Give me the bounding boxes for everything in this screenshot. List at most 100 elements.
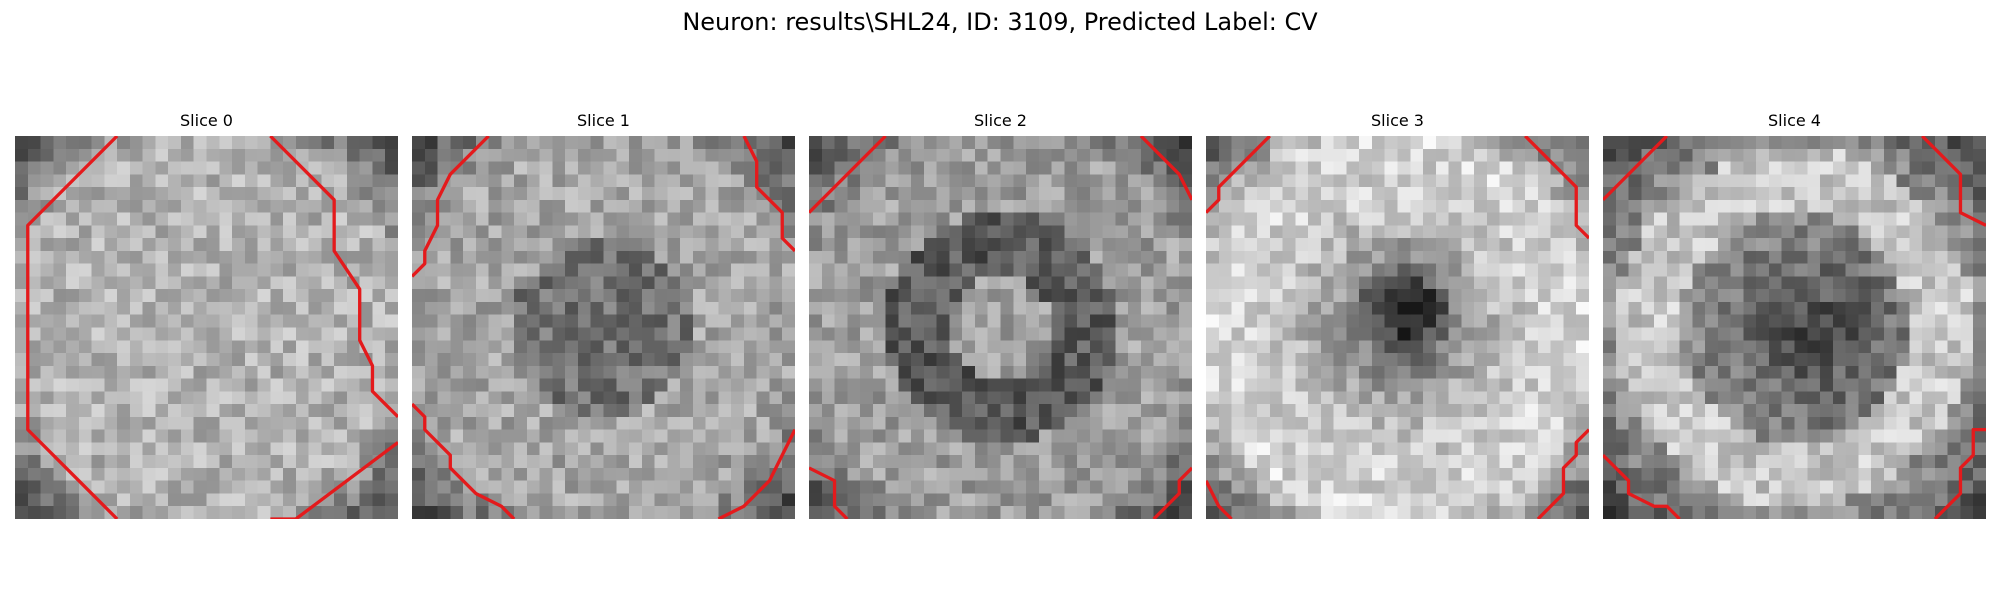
pixel (1166, 136, 1180, 150)
pixel (180, 174, 194, 188)
pixel (283, 289, 297, 303)
pixel (1896, 404, 1910, 418)
pixel (104, 340, 118, 354)
pixel (1089, 467, 1103, 481)
pixel (334, 314, 348, 328)
pixel (40, 353, 54, 367)
pixel (501, 199, 515, 213)
pixel (692, 442, 706, 456)
pixel (104, 187, 118, 201)
pixel (1269, 493, 1283, 507)
pixel (1666, 455, 1680, 469)
pixel (27, 199, 41, 213)
pixel (1896, 136, 1910, 150)
pixel (1973, 416, 1986, 430)
pixel (155, 378, 169, 392)
pixel (692, 276, 706, 290)
pixel (539, 506, 553, 519)
pixel (743, 416, 757, 430)
pixel (1013, 506, 1027, 519)
pixel (1692, 199, 1706, 213)
pixel (1756, 136, 1770, 150)
pixel (1973, 161, 1986, 175)
pixel (1128, 391, 1142, 405)
pixel (847, 212, 861, 226)
pixel (1960, 301, 1974, 315)
pixel (692, 161, 706, 175)
pixel (15, 442, 29, 456)
pixel (962, 148, 976, 162)
pixel (295, 340, 309, 354)
pixel (1115, 455, 1129, 469)
pixel (1346, 212, 1360, 226)
pixel (1257, 480, 1271, 494)
pixel (104, 391, 118, 405)
pixel (526, 301, 540, 315)
pixel (1896, 365, 1910, 379)
pixel (1537, 404, 1551, 418)
pixel (1115, 314, 1129, 328)
pixel (91, 225, 105, 239)
pixel (949, 301, 963, 315)
pixel (1461, 301, 1475, 315)
pixel (756, 416, 770, 430)
pixel (257, 493, 271, 507)
pixel (885, 250, 899, 264)
pixel (1832, 391, 1846, 405)
pixel (1359, 174, 1373, 188)
pixel (232, 340, 246, 354)
pixel (1179, 276, 1192, 290)
pixel (1499, 493, 1513, 507)
pixel (206, 263, 220, 277)
pixel (359, 301, 373, 315)
pixel (616, 314, 630, 328)
pixel (821, 174, 835, 188)
pixel (501, 365, 515, 379)
pixel (1550, 301, 1564, 315)
pixel (718, 301, 732, 315)
pixel (1077, 212, 1091, 226)
pixel (1973, 301, 1986, 315)
pixel (872, 148, 886, 162)
pixel (552, 353, 566, 367)
pixel (821, 378, 835, 392)
pixel (1051, 365, 1065, 379)
pixel (1512, 340, 1526, 354)
pixel (718, 136, 732, 150)
pixel (1909, 263, 1923, 277)
pixel (1000, 455, 1014, 469)
pixel (539, 378, 553, 392)
pixel (412, 365, 426, 379)
pixel (1756, 174, 1770, 188)
pixel (705, 238, 719, 252)
pixel (1486, 238, 1500, 252)
pixel (129, 161, 143, 175)
pixel (1603, 404, 1617, 418)
pixel (78, 301, 92, 315)
pixel (847, 187, 861, 201)
pixel (1102, 148, 1116, 162)
pixel (1244, 174, 1258, 188)
pixel (756, 442, 770, 456)
pixel (860, 161, 874, 175)
pixel (1486, 187, 1500, 201)
pixel (129, 378, 143, 392)
pixel (475, 289, 489, 303)
pixel (193, 506, 207, 519)
pixel (834, 340, 848, 354)
pixel (155, 289, 169, 303)
pixel (1603, 493, 1617, 507)
pixel (603, 416, 617, 430)
pixel (1537, 161, 1551, 175)
pixel (40, 467, 54, 481)
pixel (1397, 391, 1411, 405)
pixel (334, 455, 348, 469)
pixel (193, 187, 207, 201)
pixel (232, 276, 246, 290)
pixel (321, 314, 335, 328)
pixel (923, 455, 937, 469)
pixel (923, 391, 937, 405)
pixel (321, 429, 335, 443)
pixel (1947, 263, 1961, 277)
pixel (1384, 340, 1398, 354)
